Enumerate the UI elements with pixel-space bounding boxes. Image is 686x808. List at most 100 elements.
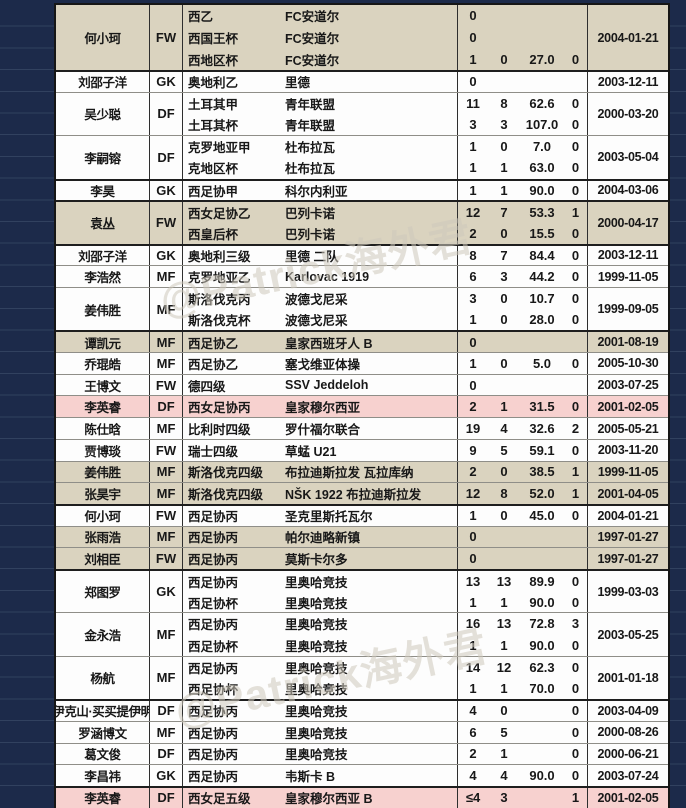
player-position: MF — [150, 526, 183, 548]
league-name: 西女足五级 — [188, 792, 251, 807]
competition-rows: 西足协丙 帕尔迪略新镇 0 — [183, 526, 587, 548]
stat-value: 1 — [469, 139, 477, 155]
league-name: 西足协丙 — [188, 726, 239, 741]
league-name: 西足协杯 — [188, 596, 239, 611]
club-name: 波德戈尼采 — [285, 314, 348, 329]
stat-value: 44.2 — [529, 269, 555, 285]
player-name: 吴少聪 — [56, 92, 150, 136]
player-group: 葛文俊 DF 西足协丙 里奥哈竞技 2 1 0 2000-06-21 — [56, 742, 668, 765]
player-name: 李浩然 — [56, 266, 150, 288]
competition-row: 奥地利三级 里德 二队 8 7 84.4 0 — [183, 245, 587, 266]
player-position: GK — [150, 765, 183, 786]
competition-row: 西女足协乙 巴列卡诺 12 7 53.3 1 — [183, 202, 587, 223]
stat-values: 1 0 27.0 0 — [457, 48, 587, 71]
birth-date: 1997-01-27 — [587, 526, 668, 548]
competition-rows: 德四级 SSV Jeddeloh 0 — [183, 374, 587, 396]
stats-table: 何小珂 FW 西乙 FC安道尔 0 西国王杯 FC安道尔 0 西地区杯 FC安道尔 1 0 27.0 0 2… — [54, 3, 670, 808]
league-name: 西皇后杯 — [188, 227, 239, 242]
birth-date: 1999-11-05 — [587, 461, 668, 483]
stat-value: 0 — [571, 703, 580, 719]
competition-rows: 西足协甲 科尔内利亚 1 1 90.0 0 — [183, 180, 587, 201]
stat-value: 2 — [469, 225, 477, 241]
stat-value: 2 — [469, 464, 477, 480]
player-group: 伊克山·买买提伊明 DF 西足协丙 里奥哈竞技 4 0 0 2003-04-09 — [56, 699, 668, 721]
stat-value: 0 — [571, 442, 580, 458]
stat-values: 0 — [457, 332, 587, 353]
player-group: 刘相臣 FW 西足协丙 莫斯卡尔多 0 1997-01-27 — [56, 547, 668, 569]
league-name: 斯洛伐克四级 — [188, 488, 264, 503]
competition-rows: 斯洛伐克四级 NŠK 1922 布拉迪斯拉发 12 8 52.0 1 — [183, 483, 587, 504]
player-name: 王博文 — [56, 374, 150, 396]
player-group: 李昌祎 GK 西足协丙 韦斯卡 B 4 4 90.0 0 2003-07-24 — [56, 764, 668, 786]
competition-rows: 土耳其甲 青年联盟 11 8 62.6 0 土耳其杯 青年联盟 3 3 107.0 0 — [183, 92, 587, 136]
stat-value: 1 — [469, 637, 477, 653]
player-position: FW — [150, 548, 183, 569]
stat-value: 13 — [496, 616, 512, 632]
stat-values: 13 13 89.9 0 — [457, 570, 587, 592]
player-name: 杨航 — [56, 656, 150, 700]
stat-value: 27.0 — [529, 51, 555, 67]
competition-row: 西足协乙 塞戈维亚体操 1 0 5.0 0 — [183, 353, 587, 374]
player-group: 何小珂 FW 西乙 FC安道尔 0 西国王杯 FC安道尔 0 西地区杯 FC安道尔 1 0 27.0 0 2… — [56, 5, 668, 71]
stat-value: 0 — [571, 746, 580, 762]
league-name: 瑞士四级 — [188, 444, 239, 459]
stat-value: 0 — [571, 312, 580, 328]
stat-value: 0 — [469, 334, 477, 350]
player-name: 乔琨皓 — [56, 353, 150, 374]
stat-values: 1 1 90.0 0 — [457, 180, 587, 201]
stat-value: 90.0 — [529, 594, 555, 610]
stat-value: 0 — [571, 269, 580, 285]
player-group: 李英睿 DF 西女足协丙 皇家穆尔西亚 2 1 31.5 0 2001-02-05 — [56, 395, 668, 418]
stat-values: 6 3 44.2 0 — [457, 266, 587, 288]
competition-rows: 斯洛伐克四级 布拉迪斯拉发 瓦拉库纳 2 0 38.5 1 — [183, 461, 587, 483]
stat-value: 0 — [571, 724, 580, 740]
stat-values: 9 5 59.1 0 — [457, 439, 587, 461]
player-position: MF — [150, 721, 183, 743]
competition-row: 西足协丙 里奥哈竞技 14 12 62.3 0 — [183, 656, 587, 678]
player-position: DF — [150, 701, 183, 721]
league-name: 西足协丙 — [188, 575, 239, 590]
league-name: 德四级 — [188, 379, 226, 394]
player-name: 贾博琰 — [56, 439, 150, 461]
competition-row: 西足协甲 科尔内利亚 1 1 90.0 0 — [183, 180, 587, 201]
player-position: FW — [150, 374, 183, 396]
competition-rows: 西足协乙 皇家西班牙人 B 0 — [183, 332, 587, 353]
competition-row: 西足协丙 圣克里斯托瓦尔 1 0 45.0 0 — [183, 505, 587, 526]
player-position: FW — [150, 202, 183, 244]
birth-date: 2000-08-26 — [587, 721, 668, 743]
birth-date: 2001-04-05 — [587, 483, 668, 504]
player-name: 郑图罗 — [56, 570, 150, 613]
stat-value: 0 — [571, 182, 580, 198]
stat-value: 5 — [500, 724, 508, 740]
competition-rows: 奥地利乙 里德 0 — [183, 72, 587, 92]
birth-date: 2003-05-25 — [587, 613, 668, 656]
birth-date: 2004-01-21 — [587, 5, 668, 71]
stat-value: 4 — [500, 421, 508, 436]
player-name: 李昌祎 — [56, 765, 150, 786]
stat-value: 0 — [571, 399, 580, 415]
club-name: 皇家穆尔西亚 B — [285, 792, 373, 807]
stat-values: 1 1 90.0 0 — [457, 634, 587, 656]
player-group: 张雨浩 MF 西足协丙 帕尔迪略新镇 0 1997-01-27 — [56, 525, 668, 548]
stat-value: 1 — [500, 182, 508, 198]
club-name: 韦斯卡 B — [285, 770, 336, 785]
club-name: 帕尔迪略新镇 — [285, 531, 361, 546]
league-name: 斯洛伐克杯 — [188, 314, 251, 329]
stat-value: 0 — [571, 160, 580, 176]
player-position: DF — [150, 136, 183, 179]
birth-date: 1999-09-05 — [587, 288, 668, 331]
stat-value: 90.0 — [529, 768, 555, 784]
player-name: 何小珂 — [56, 505, 150, 526]
stat-value: 0 — [571, 117, 580, 133]
birth-date: 2000-06-21 — [587, 743, 668, 765]
stat-value: 70.0 — [529, 681, 555, 697]
stat-value: 1 — [469, 160, 477, 176]
player-name: 袁丛 — [56, 202, 150, 244]
league-name: 西足协丙 — [188, 510, 239, 525]
player-group: 李嗣镕 DF 克罗地亚甲 杜布拉瓦 1 0 7.0 0 克地区杯 杜布拉瓦 1 1 63.0 0 2003-… — [56, 135, 668, 179]
player-name: 李嗣镕 — [56, 136, 150, 179]
competition-row: 土耳其甲 青年联盟 11 8 62.6 0 — [183, 92, 587, 114]
club-name: FC安道尔 — [285, 32, 340, 47]
stat-value: 72.8 — [529, 616, 555, 632]
competition-row: 西足协丙 韦斯卡 B 4 4 90.0 0 — [183, 765, 587, 786]
